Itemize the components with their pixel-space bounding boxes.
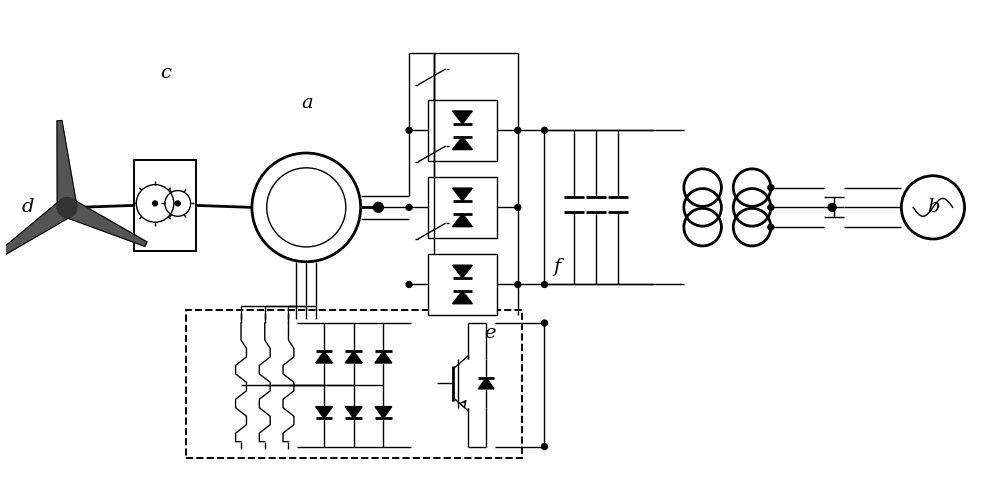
Text: d: d: [21, 198, 34, 217]
Circle shape: [542, 127, 547, 133]
Polygon shape: [316, 407, 332, 418]
Circle shape: [768, 224, 774, 230]
Polygon shape: [453, 214, 472, 227]
Circle shape: [153, 201, 158, 206]
Polygon shape: [453, 137, 472, 149]
Bar: [428, 254, 497, 315]
Polygon shape: [453, 265, 472, 278]
Circle shape: [768, 205, 774, 210]
Circle shape: [542, 444, 547, 449]
Circle shape: [406, 205, 412, 210]
Polygon shape: [57, 121, 77, 208]
Text: a: a: [301, 93, 313, 112]
Circle shape: [542, 282, 547, 287]
Polygon shape: [478, 378, 494, 389]
Circle shape: [515, 282, 521, 287]
Polygon shape: [345, 407, 362, 418]
FancyBboxPatch shape: [186, 310, 522, 458]
Polygon shape: [453, 188, 472, 201]
Polygon shape: [375, 407, 392, 418]
Circle shape: [406, 282, 412, 287]
Circle shape: [515, 205, 521, 210]
Bar: [428, 177, 497, 238]
Polygon shape: [345, 351, 362, 363]
Circle shape: [57, 197, 77, 217]
Circle shape: [828, 204, 836, 211]
Circle shape: [768, 184, 774, 191]
Polygon shape: [0, 199, 73, 259]
Bar: [134, 160, 196, 251]
Circle shape: [542, 320, 547, 326]
Polygon shape: [453, 111, 472, 124]
Circle shape: [406, 127, 412, 133]
Polygon shape: [316, 351, 332, 363]
Circle shape: [515, 127, 521, 133]
Text: b: b: [927, 198, 939, 217]
Text: c: c: [160, 64, 171, 82]
Polygon shape: [375, 351, 392, 363]
Text: e: e: [484, 324, 496, 342]
Text: f: f: [554, 258, 561, 276]
Circle shape: [175, 201, 180, 206]
Bar: [428, 100, 497, 161]
Polygon shape: [453, 291, 472, 304]
Polygon shape: [63, 198, 147, 246]
Circle shape: [373, 203, 383, 212]
